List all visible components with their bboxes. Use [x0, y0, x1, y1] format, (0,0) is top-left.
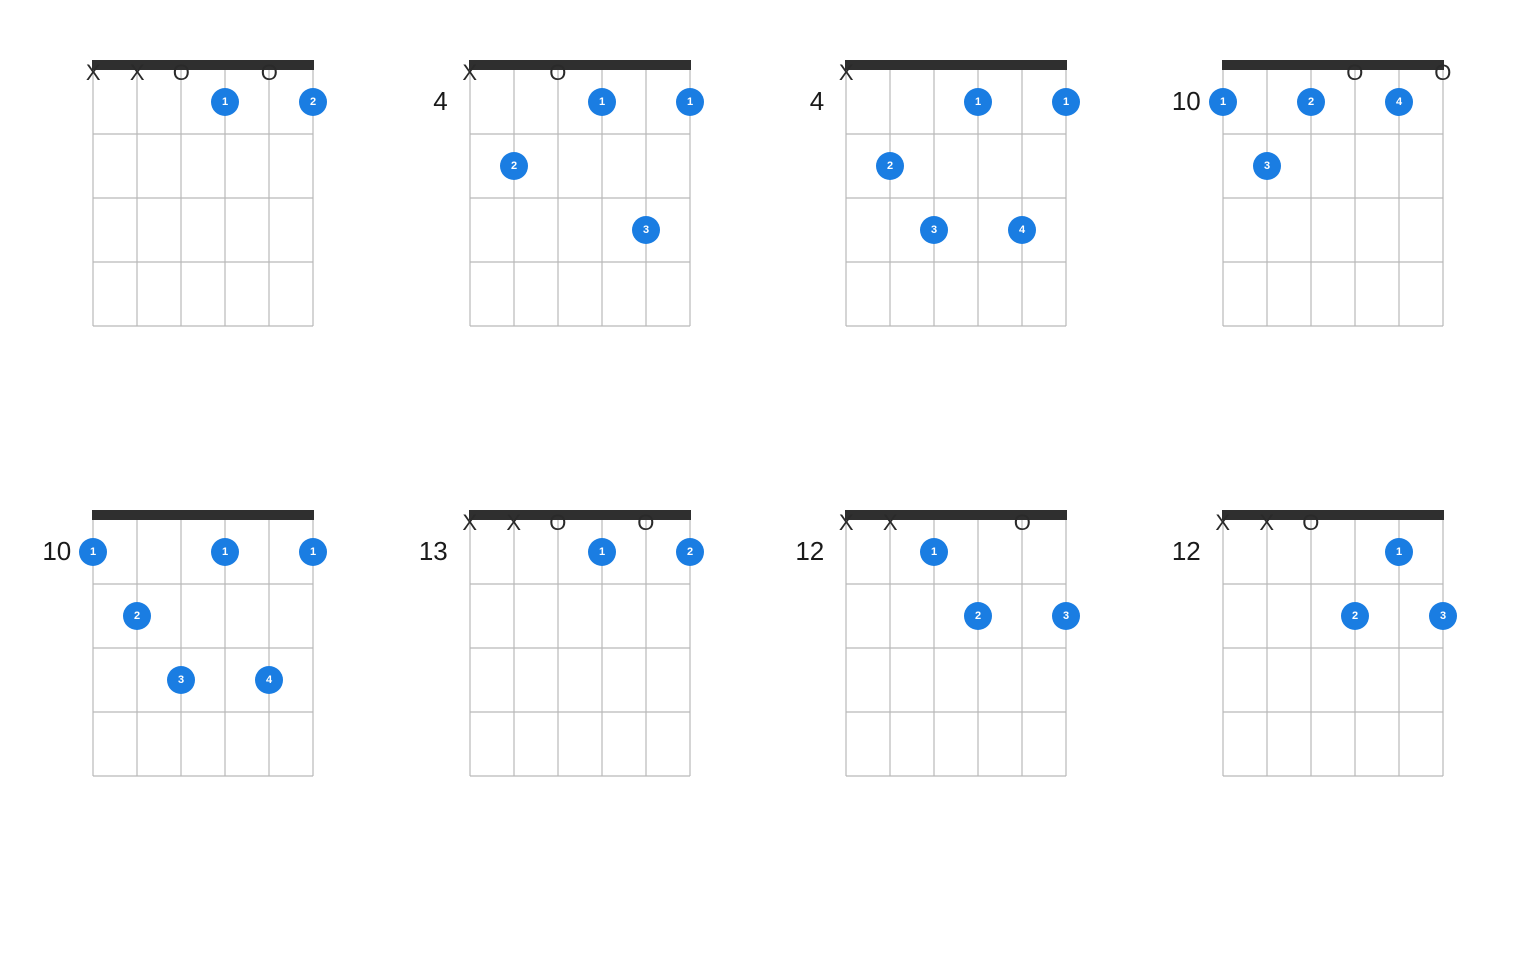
finger-number: 3: [1063, 610, 1069, 622]
finger-number: 2: [975, 610, 981, 622]
mute-marker: X: [458, 510, 482, 536]
chord-diagram: XXO12123: [1200, 510, 1467, 900]
diagram-wrap: X411234: [828, 60, 1084, 344]
mute-marker: X: [125, 60, 149, 86]
diagram-wrap: 10111234: [75, 510, 331, 794]
finger-number: 1: [1220, 96, 1226, 108]
start-fret-label: 13: [398, 536, 448, 567]
mute-marker: X: [834, 510, 858, 536]
finger-number: 3: [1440, 610, 1446, 622]
mute-marker: X: [878, 510, 902, 536]
mute-marker: X: [1255, 510, 1279, 536]
start-fret-label: 12: [774, 536, 824, 567]
finger-number: 3: [1264, 160, 1270, 172]
diagram-wrap: OO101243: [1205, 60, 1461, 344]
diagram-wrap: XXOO1312: [452, 510, 708, 794]
finger-number: 4: [266, 674, 273, 686]
finger-number: 4: [1019, 224, 1026, 236]
diagram-wrap: XXOO12: [75, 60, 331, 344]
mute-marker: X: [1211, 510, 1235, 536]
diagram-wrap: XO41123: [452, 60, 708, 344]
open-marker: O: [634, 510, 658, 536]
finger-number: 1: [599, 546, 605, 558]
open-marker: O: [1010, 510, 1034, 536]
diagram-wrap: XXO12123: [828, 510, 1084, 794]
start-fret-label: 12: [1151, 536, 1201, 567]
open-marker: O: [1343, 60, 1367, 86]
open-marker: O: [169, 60, 193, 86]
finger-number: 3: [931, 224, 937, 236]
finger-number: 1: [90, 546, 96, 558]
open-marker: O: [1431, 60, 1455, 86]
mute-marker: X: [834, 60, 858, 86]
chord-diagram-grid: XXOO12XO41123X411234OO10124310111234XXOO…: [0, 0, 1536, 960]
mute-marker: X: [81, 60, 105, 86]
finger-number: 1: [1396, 546, 1402, 558]
start-fret-label: 10: [21, 536, 71, 567]
mute-marker: X: [502, 510, 526, 536]
finger-number: 2: [687, 546, 693, 558]
finger-number: 2: [887, 160, 893, 172]
finger-number: 1: [222, 96, 228, 108]
open-marker: O: [1299, 510, 1323, 536]
finger-number: 2: [1352, 610, 1358, 622]
start-fret-label: 4: [784, 86, 824, 117]
chord-diagram: 10111234: [70, 510, 337, 900]
finger-number: 2: [310, 96, 316, 108]
start-fret-label: 10: [1151, 86, 1201, 117]
finger-number: 3: [643, 224, 649, 236]
finger-number: 1: [599, 96, 605, 108]
diagram-wrap: XXO12123: [1205, 510, 1461, 794]
chord-diagram: XXOO12: [70, 60, 337, 450]
finger-number: 1: [222, 546, 228, 558]
open-marker: O: [546, 60, 570, 86]
finger-number: 2: [1308, 96, 1314, 108]
finger-number: 1: [975, 96, 981, 108]
start-fret-label: 4: [408, 86, 448, 117]
finger-number: 4: [1396, 96, 1403, 108]
chord-diagram: XXOO1312: [447, 510, 714, 900]
finger-number: 1: [931, 546, 937, 558]
chord-diagram: XXO12123: [823, 510, 1090, 900]
open-marker: O: [257, 60, 281, 86]
chord-diagram: XO41123: [447, 60, 714, 450]
finger-number: 1: [310, 546, 316, 558]
open-marker: O: [546, 510, 570, 536]
finger-number: 2: [511, 160, 517, 172]
finger-number: 2: [134, 610, 140, 622]
chord-diagram: X411234: [823, 60, 1090, 450]
finger-number: 1: [687, 96, 693, 108]
finger-number: 3: [178, 674, 184, 686]
finger-number: 1: [1063, 96, 1069, 108]
chord-diagram: OO101243: [1200, 60, 1467, 450]
mute-marker: X: [458, 60, 482, 86]
